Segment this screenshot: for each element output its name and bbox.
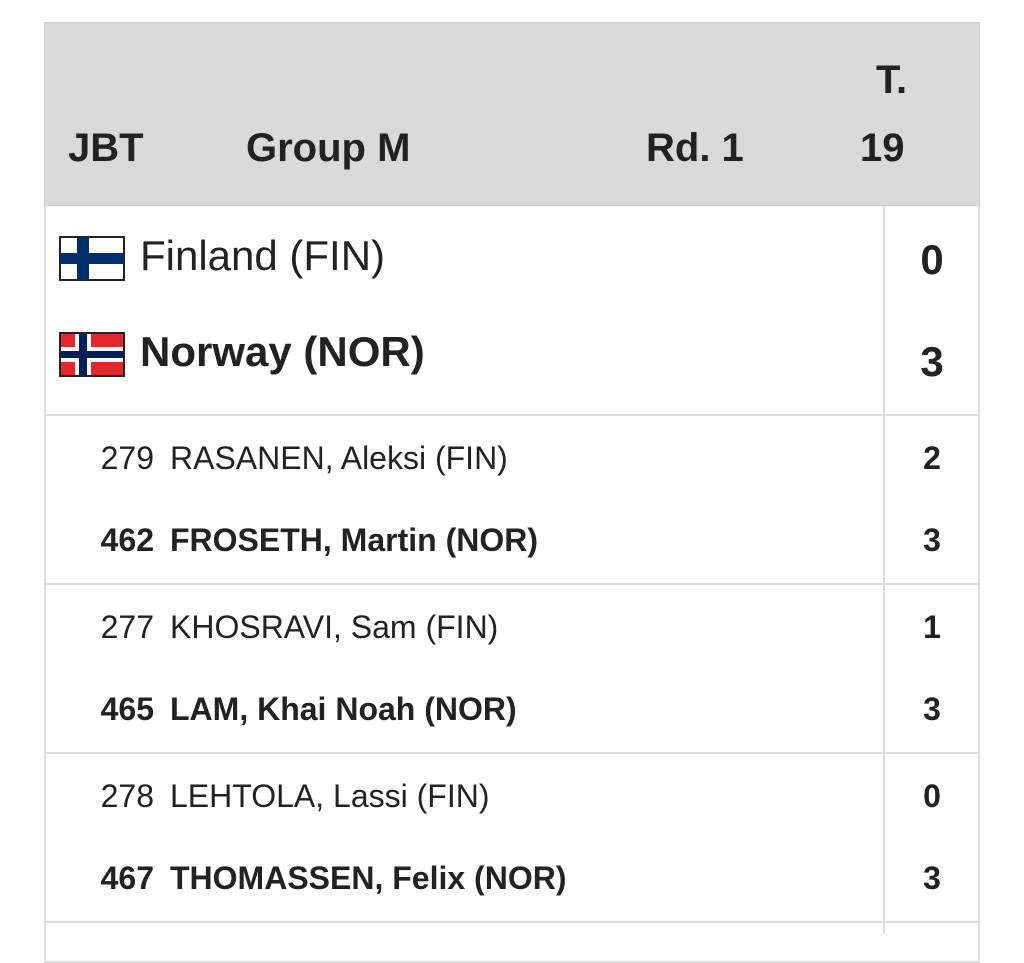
table-number: 19 [860, 126, 905, 170]
match-row [44, 585, 980, 754]
table-label: T. [876, 58, 908, 102]
team-score: 0 [920, 236, 944, 283]
column-divider [883, 206, 885, 934]
page: JBT Group M Rd. 1 T. 19 Finland (FIN) 0 … [44, 22, 980, 963]
group: Group M [246, 126, 411, 170]
player-name: THOMASSEN, Felix (NOR) [170, 860, 567, 896]
match-row [44, 416, 980, 585]
round: Rd. 1 [646, 126, 744, 170]
player-score: 0 [923, 778, 941, 814]
player-number: 467 [100, 860, 154, 896]
team-score: 3 [920, 338, 944, 385]
match-row [44, 923, 980, 963]
player-number: 465 [100, 691, 154, 727]
flag-norway [59, 332, 125, 377]
player-score: 3 [923, 691, 941, 727]
match-row [44, 754, 980, 923]
player-number: 279 [100, 440, 154, 476]
player-name: LEHTOLA, Lassi (FIN) [170, 778, 490, 814]
player-name: KHOSRAVI, Sam (FIN) [170, 609, 499, 645]
team-name: Norway (NOR) [140, 328, 425, 375]
player-score: 3 [923, 860, 941, 896]
player-name: FROSETH, Martin (NOR) [170, 522, 538, 558]
player-number: 277 [100, 609, 154, 645]
player-number: 462 [100, 522, 154, 558]
table-header [44, 22, 980, 206]
team-row [44, 206, 980, 416]
player-name: LAM, Khai Noah (NOR) [170, 691, 517, 727]
player-score: 2 [923, 440, 941, 476]
player-number: 278 [100, 778, 154, 814]
event: JBT [68, 126, 144, 170]
player-score: 1 [923, 609, 941, 645]
player-score: 3 [923, 522, 941, 558]
team-name: Finland (FIN) [140, 232, 386, 279]
flag-finland [59, 236, 125, 281]
player-name: RASANEN, Aleksi (FIN) [170, 440, 508, 476]
